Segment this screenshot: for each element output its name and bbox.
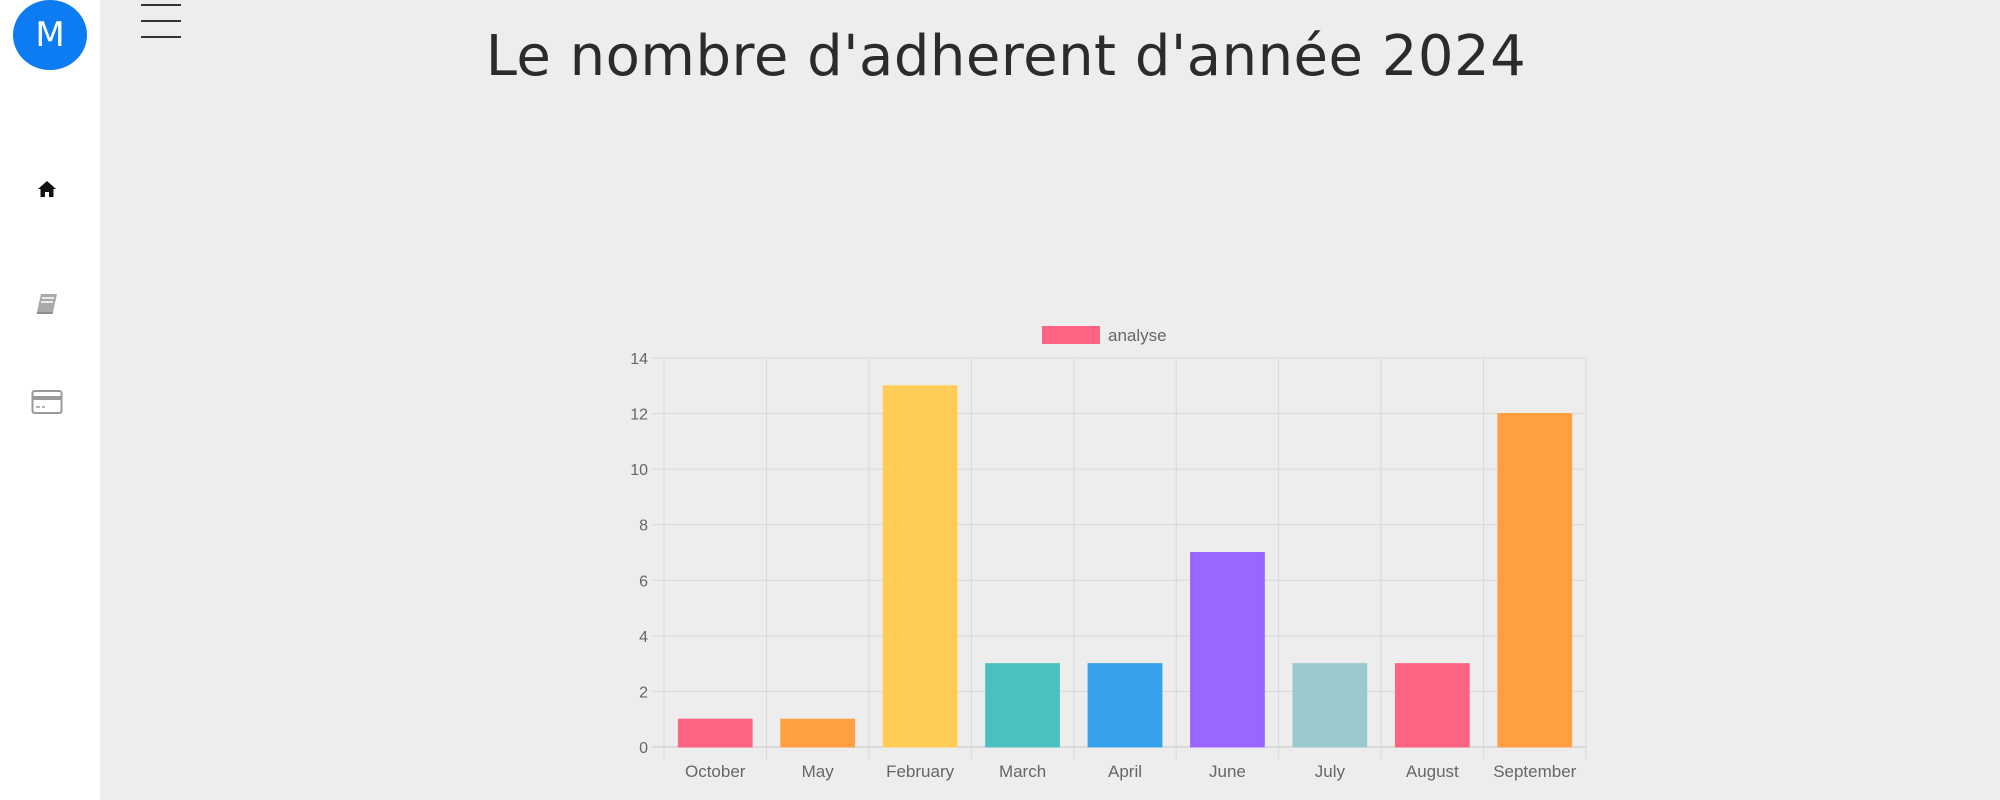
x-tick-label: October bbox=[685, 762, 746, 781]
x-tick-label: February bbox=[886, 762, 955, 781]
hamburger-menu-icon[interactable] bbox=[141, 2, 183, 40]
home-icon[interactable] bbox=[30, 172, 64, 206]
sidebar: M bbox=[0, 0, 100, 800]
bar bbox=[1394, 663, 1470, 748]
y-tick-label: 8 bbox=[639, 518, 648, 535]
y-tick-label: 10 bbox=[630, 462, 648, 479]
bar-chart-svg: analyse 0 2 4 6 8 10 12 14 October May February Marc… bbox=[630, 326, 1587, 781]
x-tick-label: March bbox=[999, 762, 1046, 781]
bar bbox=[985, 663, 1060, 748]
x-tick-label: July bbox=[1315, 762, 1346, 781]
bar bbox=[677, 718, 753, 748]
bar bbox=[780, 718, 856, 748]
book-icon[interactable] bbox=[30, 286, 64, 320]
y-tick-label: 12 bbox=[630, 407, 648, 424]
user-avatar[interactable]: M bbox=[13, 0, 87, 70]
main-content: Le nombre d'adherent d'année 2024 analys… bbox=[100, 0, 2000, 800]
bar bbox=[882, 385, 958, 748]
x-tick-label: June bbox=[1209, 762, 1246, 781]
legend-label: analyse bbox=[1108, 326, 1167, 345]
x-tick-label: May bbox=[802, 762, 835, 781]
y-tick-label: 14 bbox=[630, 351, 648, 368]
bar bbox=[1497, 413, 1573, 748]
bar bbox=[1292, 663, 1368, 748]
credit-card-icon[interactable] bbox=[30, 385, 64, 419]
page-title: Le nombre d'adherent d'année 2024 bbox=[485, 24, 1527, 89]
y-tick-label: 2 bbox=[639, 684, 648, 701]
y-tick-label: 6 bbox=[639, 573, 648, 590]
bar bbox=[1087, 663, 1163, 748]
x-tick-label: September bbox=[1493, 762, 1576, 781]
bar bbox=[1190, 552, 1265, 748]
x-tick-label: August bbox=[1406, 762, 1459, 781]
avatar-letter: M bbox=[35, 15, 65, 55]
bar-chart: analyse 0 2 4 6 8 10 12 14 October May February Marc… bbox=[600, 312, 1600, 800]
legend-swatch bbox=[1042, 326, 1100, 344]
x-tick-label: April bbox=[1108, 762, 1142, 781]
y-tick-label: 0 bbox=[639, 740, 648, 757]
y-tick-label: 4 bbox=[639, 629, 648, 646]
